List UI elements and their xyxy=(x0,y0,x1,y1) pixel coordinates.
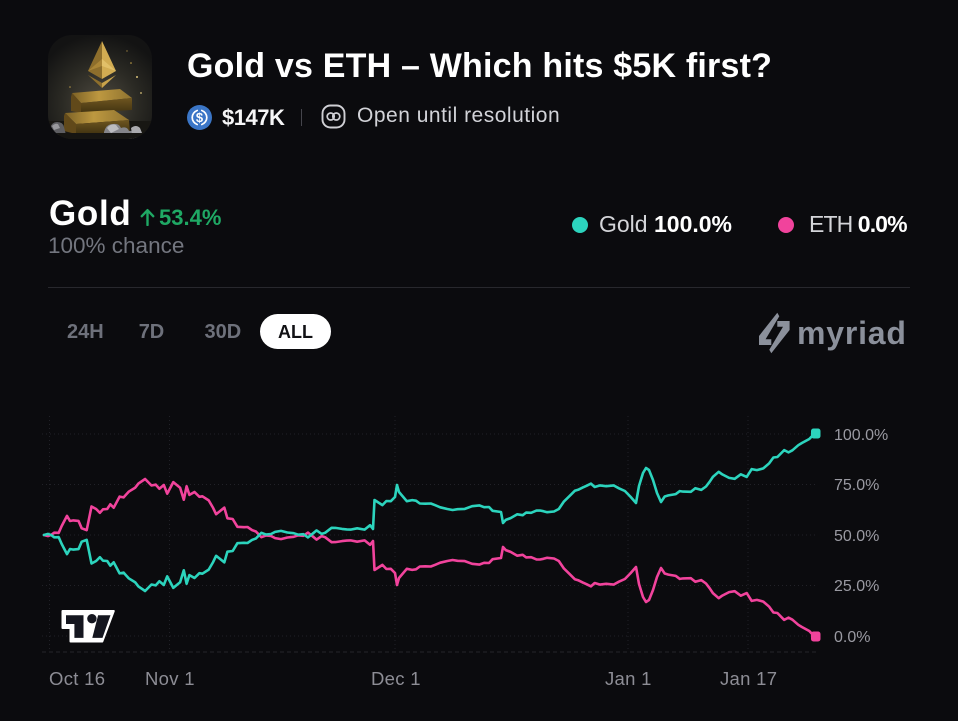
svg-text:$: $ xyxy=(196,110,204,125)
